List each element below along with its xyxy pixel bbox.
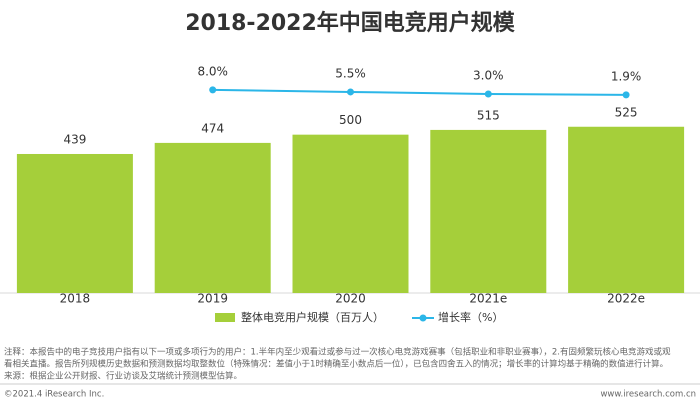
legend-label: 整体电竞用户规模（百万人） (241, 310, 384, 324)
note: 看相关直播。报告所列规模历史数据和预测数据均取整数位（特殊情况：差值小于1时精确… (4, 359, 668, 370)
line-point (347, 88, 354, 96)
bar (154, 142, 271, 293)
website: www.iresearch.com.cn (600, 390, 696, 400)
line-value-label: 8.0% (197, 64, 228, 78)
bar-value-label: 439 (63, 132, 86, 146)
bar-value-label: 500 (339, 113, 362, 127)
line-point (484, 90, 492, 98)
bar-value-label: 515 (477, 108, 500, 122)
bar (292, 134, 409, 293)
bar (430, 129, 547, 293)
chart-title: 2018-2022年中国电竞用户规模 (185, 10, 516, 36)
legend-swatch (215, 313, 235, 322)
line (212, 88, 627, 96)
line-value-label: 5.5% (335, 66, 366, 80)
x-tick-label: 2021e (469, 292, 507, 306)
bar-value-label: 474 (201, 121, 224, 135)
x-tick-label: 2022e (607, 292, 645, 306)
bar-value-label: 525 (615, 105, 638, 119)
x-tick-label: 2020 (335, 292, 366, 306)
line-point (209, 86, 217, 94)
x-tick-label: 2018 (60, 292, 91, 306)
note: 注释：本报告中的电子竞技用户指有以下一项或多项行为的用户：1.半年内至少观看过或… (4, 347, 671, 358)
line-value-label: 3.0% (473, 68, 504, 82)
line-value-label: 1.9% (611, 69, 642, 83)
bar (568, 126, 685, 293)
legend-swatch (419, 314, 427, 322)
copyright: ©2021.4 iResearch Inc. (4, 390, 104, 400)
x-tick-label: 2019 (197, 292, 228, 306)
line-point (622, 91, 630, 99)
bar (16, 153, 133, 293)
legend-label: 增长率（%） (438, 310, 503, 324)
note: 来源：根据企业公开财报、行业访谈及艾瑞统计预测模型估算。 (4, 371, 242, 382)
